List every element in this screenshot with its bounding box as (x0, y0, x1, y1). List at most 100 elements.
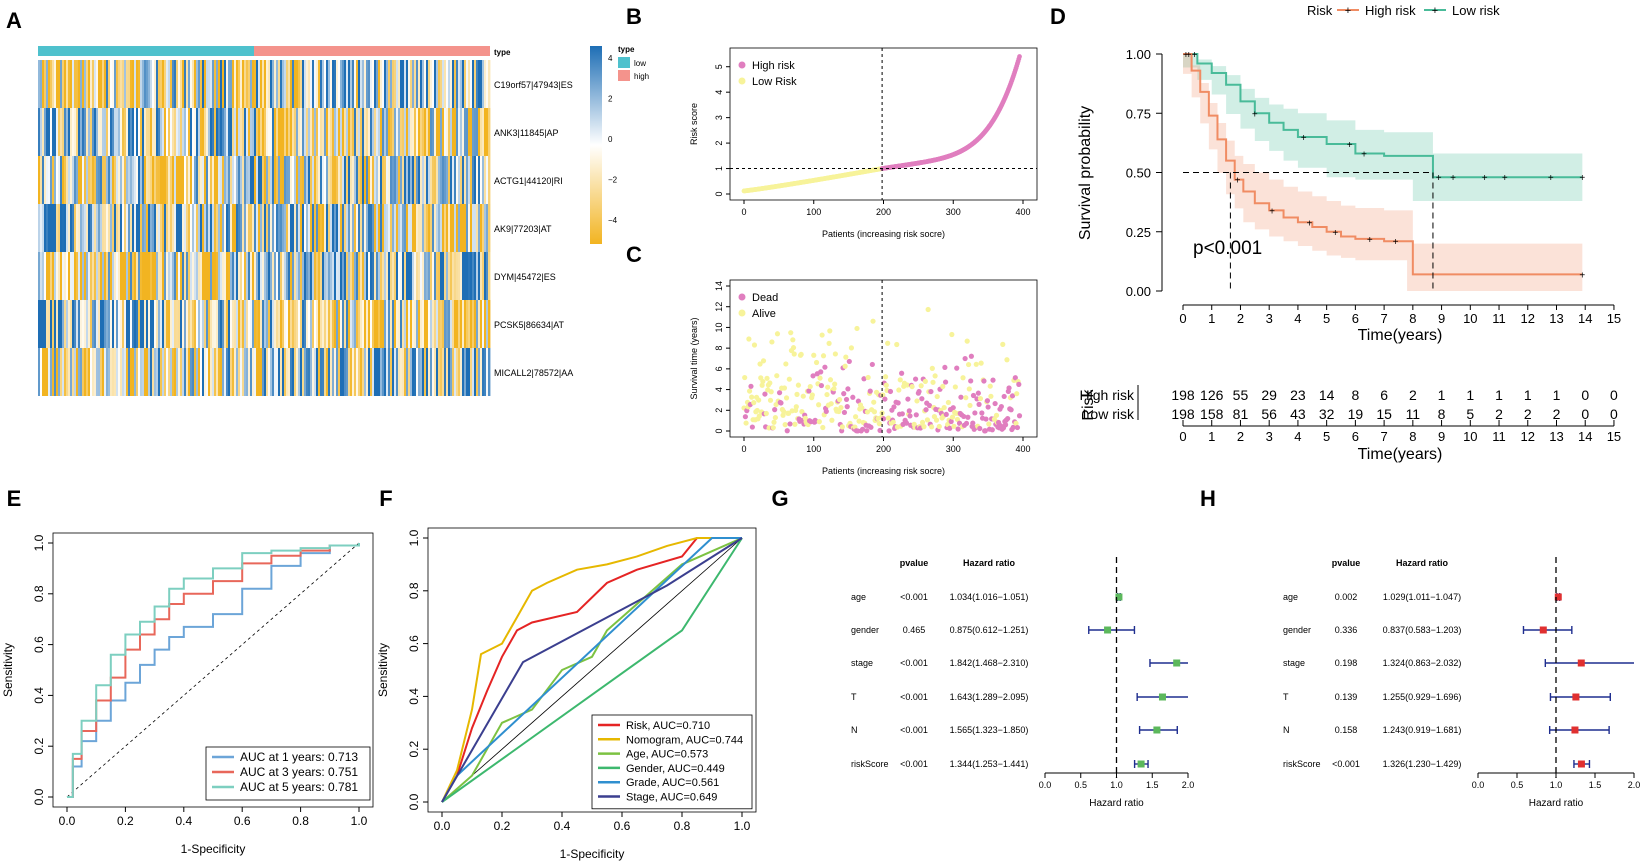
heatmap-cell (436, 108, 439, 156)
heatmap-cell (260, 252, 263, 300)
heatmap-cell (394, 348, 397, 396)
heatmap-cell (222, 108, 225, 156)
heatmap-cell (436, 60, 439, 108)
alive-point (859, 405, 865, 411)
heatmap-cell (480, 156, 483, 204)
panel-d-kaplan-meier: Risk + High risk + Low risk0.000.250.500.751… (1077, 3, 1621, 463)
row-hr-text: 1.243(0.919−1.681) (1383, 725, 1462, 735)
heatmap-cell (304, 348, 307, 396)
heatmap-cell (194, 252, 197, 300)
heatmap-cell (198, 60, 201, 108)
heatmap-cell (228, 60, 231, 108)
y-tick-label: 6 (714, 366, 724, 371)
heatmap-cell (264, 252, 267, 300)
x-tick-label: 0.8 (674, 819, 691, 833)
heatmap-cell (488, 300, 491, 348)
heatmap-cell (64, 348, 67, 396)
heatmap-cell (330, 348, 333, 396)
heatmap-cell (480, 252, 483, 300)
risk-table-count: 55 (1233, 387, 1249, 403)
heatmap-cell (206, 348, 209, 396)
heatmap-cell (288, 108, 291, 156)
row-hr-text: 0.837(0.583−1.203) (1383, 625, 1462, 635)
heatmap-cell (366, 204, 369, 252)
heatmap-cell (232, 60, 235, 108)
heatmap-cell (336, 108, 339, 156)
heatmap-cell (258, 108, 261, 156)
y-tick-label: 4 (714, 387, 724, 392)
heatmap-cell (344, 60, 347, 108)
heatmap-cell (188, 156, 191, 204)
heatmap-cell (390, 348, 393, 396)
heatmap-cell (306, 348, 309, 396)
alive-point (782, 422, 788, 428)
heatmap-cell (126, 108, 129, 156)
heatmap-cell (130, 300, 133, 348)
heatmap-cell (280, 60, 283, 108)
heatmap-cell (74, 156, 77, 204)
x-tick-label: 300 (946, 207, 961, 217)
heatmap-cell (210, 252, 213, 300)
heatmap-cell (134, 348, 137, 396)
row-pvalue: <0.001 (1332, 759, 1360, 769)
heatmap-cell (238, 204, 241, 252)
heatmap-cell (44, 108, 47, 156)
heatmap-cell (186, 156, 189, 204)
heatmap-cell (450, 204, 453, 252)
alive-point (774, 331, 781, 337)
heatmap-cell (110, 252, 113, 300)
heatmap-cell (204, 156, 207, 204)
heatmap-cell (122, 348, 125, 396)
x-tick-label: 13 (1549, 311, 1563, 326)
heatmap-cell (470, 348, 473, 396)
roc-curve (441, 537, 743, 803)
heatmap-cell (420, 156, 423, 204)
heatmap-cell (290, 108, 293, 156)
heatmap-cell (378, 108, 381, 156)
heatmap-cell (88, 252, 91, 300)
heatmap-cell (284, 156, 287, 204)
heatmap-cell (294, 156, 297, 204)
heatmap-cell (344, 156, 347, 204)
heatmap-cell (404, 156, 407, 204)
heatmap-cell (44, 156, 47, 204)
heatmap-cell (416, 252, 419, 300)
heatmap-cell (398, 348, 401, 396)
heatmap-cell (160, 252, 163, 300)
heatmap-cell (458, 348, 461, 396)
heatmap-cell (428, 108, 431, 156)
censor-mark-high: + (1579, 270, 1585, 281)
censor-mark-low: + (1192, 50, 1198, 61)
heatmap-cell (154, 252, 157, 300)
heatmap-cell (314, 252, 317, 300)
heatmap-cell (98, 108, 101, 156)
heatmap-cell (68, 60, 71, 108)
heatmap-cell (476, 204, 479, 252)
dead-point (772, 407, 778, 413)
heatmap-cell (210, 156, 213, 204)
x-tick-label: 5 (1323, 311, 1330, 326)
heatmap-cell (310, 204, 313, 252)
heatmap-cell (116, 156, 119, 204)
heatmap-cell (80, 108, 83, 156)
heatmap-cell (462, 348, 465, 396)
y-axis-label: Sensitivity (376, 643, 390, 697)
heatmap-cell (188, 300, 191, 348)
heatmap-cell (356, 156, 359, 204)
heatmap-cell (396, 156, 399, 204)
heatmap-cell (224, 108, 227, 156)
heatmap-cell (102, 108, 105, 156)
heatmap-cell (330, 300, 333, 348)
heatmap-cell (54, 60, 57, 108)
heatmap-cell (258, 204, 261, 252)
heatmap-cell (462, 300, 465, 348)
heatmap-cell (316, 204, 319, 252)
heatmap-cell (252, 108, 255, 156)
legend-label-dead: Dead (752, 292, 778, 304)
heatmap-cell (284, 348, 287, 396)
y-tick-label: 0.0 (32, 788, 46, 805)
heatmap-cell (216, 252, 219, 300)
heatmap-cell (410, 204, 413, 252)
heatmap-cell (220, 156, 223, 204)
heatmap-cell (106, 108, 109, 156)
